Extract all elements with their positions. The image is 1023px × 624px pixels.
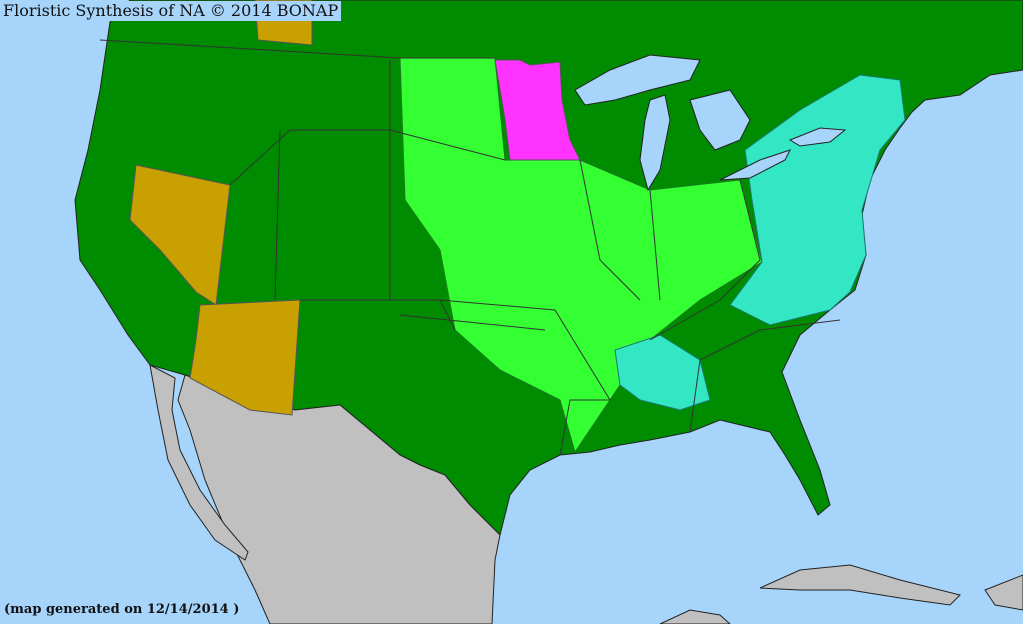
land-baja bbox=[149, 364, 249, 561]
region-southeast-patch bbox=[614, 334, 711, 411]
lake-superior bbox=[574, 54, 701, 106]
land-yucatan bbox=[659, 609, 731, 624]
region-east bbox=[729, 74, 906, 326]
state-borders bbox=[99, 39, 841, 456]
land-hispaniola bbox=[984, 574, 1023, 611]
lake-huron bbox=[689, 89, 751, 151]
region-minnesota bbox=[494, 59, 581, 161]
map-title: Floristic Synthesis of NA © 2014 BONAP bbox=[3, 1, 342, 21]
lake-ontario bbox=[788, 127, 847, 147]
lake-erie bbox=[719, 149, 791, 181]
land-mexico bbox=[177, 374, 501, 624]
map-generated-date: (map generated on 12/14/2014 ) bbox=[4, 602, 240, 617]
land-cuba bbox=[759, 564, 961, 606]
lake-michigan bbox=[639, 94, 671, 192]
